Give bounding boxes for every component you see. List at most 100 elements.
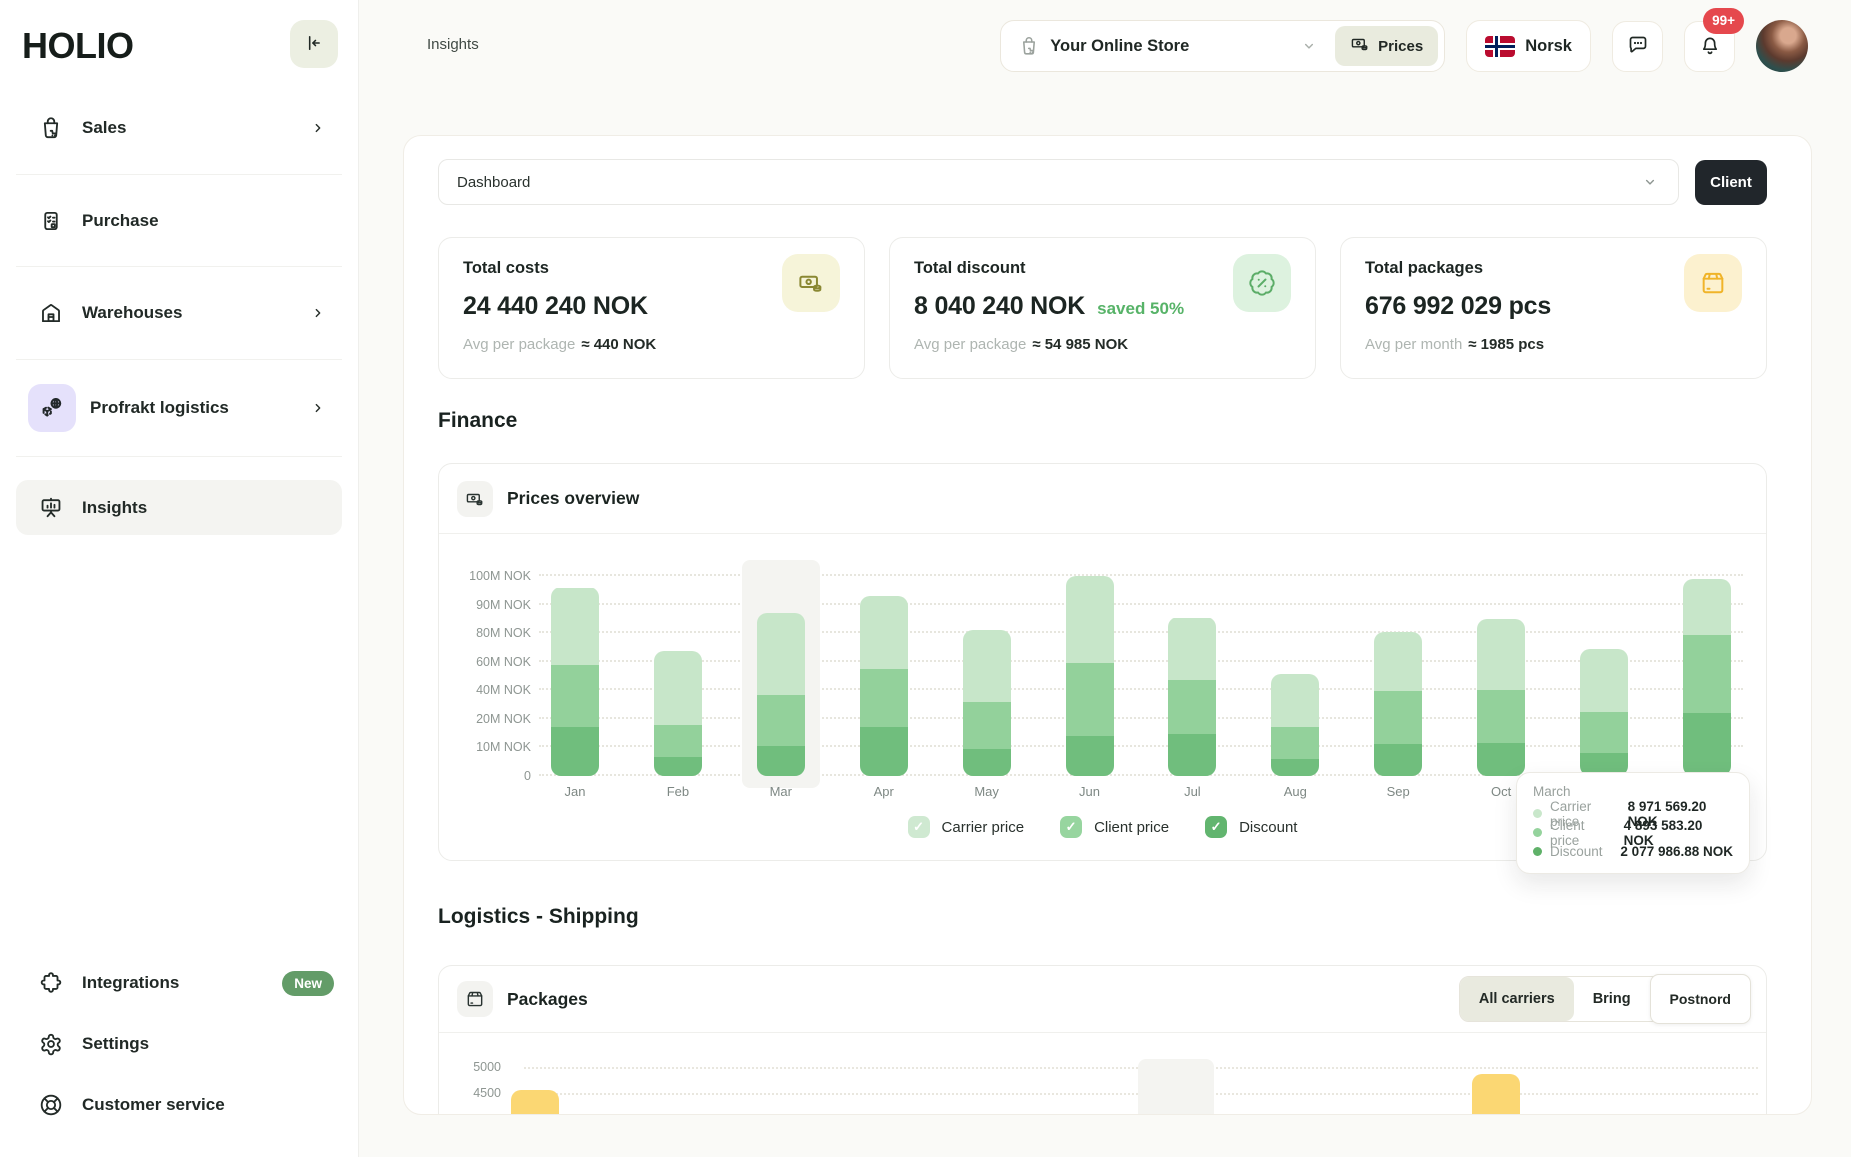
prices-panel-title: Prices overview [507,488,640,508]
tooltip-series-value: 4 893 583.20 NOK [1623,817,1703,848]
chart-legend: ✓ Carrier price ✓ Client price ✓ Discount [439,816,1766,838]
bar-segment-carrier-price [1374,631,1423,692]
puzzle-icon [38,970,64,996]
prices-bar-mar[interactable] [756,613,805,776]
prices-bar-aug[interactable] [1271,673,1320,776]
prices-bar-dec[interactable] [1682,578,1731,776]
lifebuoy-icon [38,1092,64,1118]
bar-segment-client-price [756,694,805,746]
badge-percent-icon [1233,254,1291,312]
tooltip-series-dot [1533,828,1542,837]
tab-postnord[interactable]: Postnord [1649,974,1751,1024]
prices-bar-jun[interactable] [1065,576,1114,776]
y-axis-label: 90M NOK [476,597,531,612]
tab-bring[interactable]: Bring [1574,977,1650,1021]
notifications-button[interactable]: 99+ [1684,7,1744,72]
sidebar-item-label: Insights [82,497,148,517]
legend-item-discount[interactable]: ✓ Discount [1205,816,1297,838]
view-select[interactable]: Dashboard [438,159,1679,205]
prices-bar-feb[interactable] [653,651,702,776]
sidebar-item-sales[interactable]: Sales [16,82,342,175]
gear-icon [38,1031,64,1057]
sidebar-item-label: Integrations [82,973,180,992]
bar-segment-discount [1477,743,1526,776]
legend-checkbox-checked: ✓ [907,816,930,838]
language-button[interactable]: Norsk [1466,20,1591,72]
prices-button[interactable]: Prices [1335,26,1439,66]
tooltip-title: March [1533,784,1571,799]
x-axis-label: Jun [1079,784,1100,799]
sidebar-item-insights[interactable]: Insights [16,480,342,535]
bar-segment-client-price [859,668,908,727]
legend-checkbox-checked: ✓ [1060,816,1083,838]
globe-package-icon [28,384,76,432]
collapse-sidebar-icon [303,32,325,57]
carrier-tabs: All carriers Bring Postnord [1458,974,1751,1024]
language-label: Norsk [1525,36,1572,55]
sidebar-item-warehouses[interactable]: Warehouses [16,267,342,360]
bar-segment-client-price [653,724,702,758]
sidebar-item-label: Purchase [82,210,159,230]
tooltip-series-label: Discount [1550,844,1603,859]
packages-bar[interactable] [511,1089,560,1114]
y-axis-label: 4500 [473,1086,501,1100]
prices-bar-sep[interactable] [1374,631,1423,776]
store-selector[interactable]: Your Online Store Prices [1000,20,1446,72]
bar-segment-discount [1168,733,1217,776]
banknote-icon [782,254,840,312]
sidebar-item-label: Customer service [82,1095,225,1114]
gridline [539,631,1743,634]
x-axis-label: Apr [873,784,894,799]
prices-button-label: Prices [1378,37,1424,55]
prices-bar-apr[interactable] [859,596,908,776]
sidebar-collapse-button[interactable] [290,20,338,68]
chevron-right-icon [308,118,328,138]
sidebar-item-integrations[interactable]: Integrations New [16,957,342,1009]
notifications-badge: 99+ [1703,7,1744,34]
y-axis-label: 0 [524,769,531,783]
sidebar: HOLIO Sales Purchase Warehouses Profrakt lo… [0,0,359,1157]
view-select-label: Dashboard [457,173,531,191]
prices-bar-may[interactable] [962,630,1011,776]
shopping-bag-icon [1018,35,1040,57]
bar-segment-discount [551,726,599,776]
bar-segment-carrier-price [551,587,599,665]
bar-segment-client-price [1477,689,1526,744]
prices-overview-panel: Prices overview 0 10M NOK 20M NOK 40M NOK 60… [438,463,1767,874]
prices-bar-jan[interactable] [551,587,599,776]
legend-item-client-price[interactable]: ✓ Client price [1060,816,1169,838]
norway-flag-icon [1485,35,1516,57]
bar-segment-carrier-price [1580,648,1628,712]
chevron-right-icon [308,398,328,418]
bar-segment-discount [1065,736,1114,776]
bar-segment-carrier-price [1271,673,1320,727]
banknote-icon [457,480,493,517]
user-avatar[interactable] [1756,20,1808,72]
bar-segment-client-price [551,664,599,727]
y-axis-label: 60M NOK [476,654,531,669]
chat-button[interactable] [1612,20,1663,72]
sidebar-item-settings[interactable]: Settings [16,1018,342,1070]
sidebar-item-label: Sales [82,118,127,137]
prices-bar-jul[interactable] [1168,617,1217,776]
sidebar-item-customer-service[interactable]: Customer service [16,1079,342,1131]
x-axis-label: Mar [769,784,792,799]
bar-segment-client-price [1682,634,1731,714]
legend-item-carrier-price[interactable]: ✓ Carrier price [907,816,1024,838]
tooltip-series-value: 8 971 569.20 NOK [1627,798,1707,829]
client-button[interactable]: Client [1695,159,1767,205]
tooltip-row: Carrier price 8 971 569.20 NOK [1533,799,1733,829]
sidebar-item-purchase[interactable]: Purchase [16,175,342,267]
x-axis-label: Jan [564,784,586,799]
bar-segment-client-price [1580,711,1628,754]
tab-all-carriers[interactable]: All carriers [1459,977,1574,1021]
bar-segment-carrier-price [1682,578,1731,635]
tooltip-series-value: 2 077 986.88 NOK [1620,844,1733,859]
prices-bar-oct[interactable] [1477,618,1526,776]
packages-bar[interactable] [1471,1074,1520,1114]
sidebar-item-profrakt-logistics[interactable]: Profrakt logistics [16,360,342,457]
gridline [539,716,1743,719]
sidebar-nav: Sales Purchase Warehouses Profrakt logistic… [0,82,358,535]
legend-checkbox-checked: ✓ [1205,816,1228,838]
prices-bar-nov[interactable] [1580,648,1628,776]
